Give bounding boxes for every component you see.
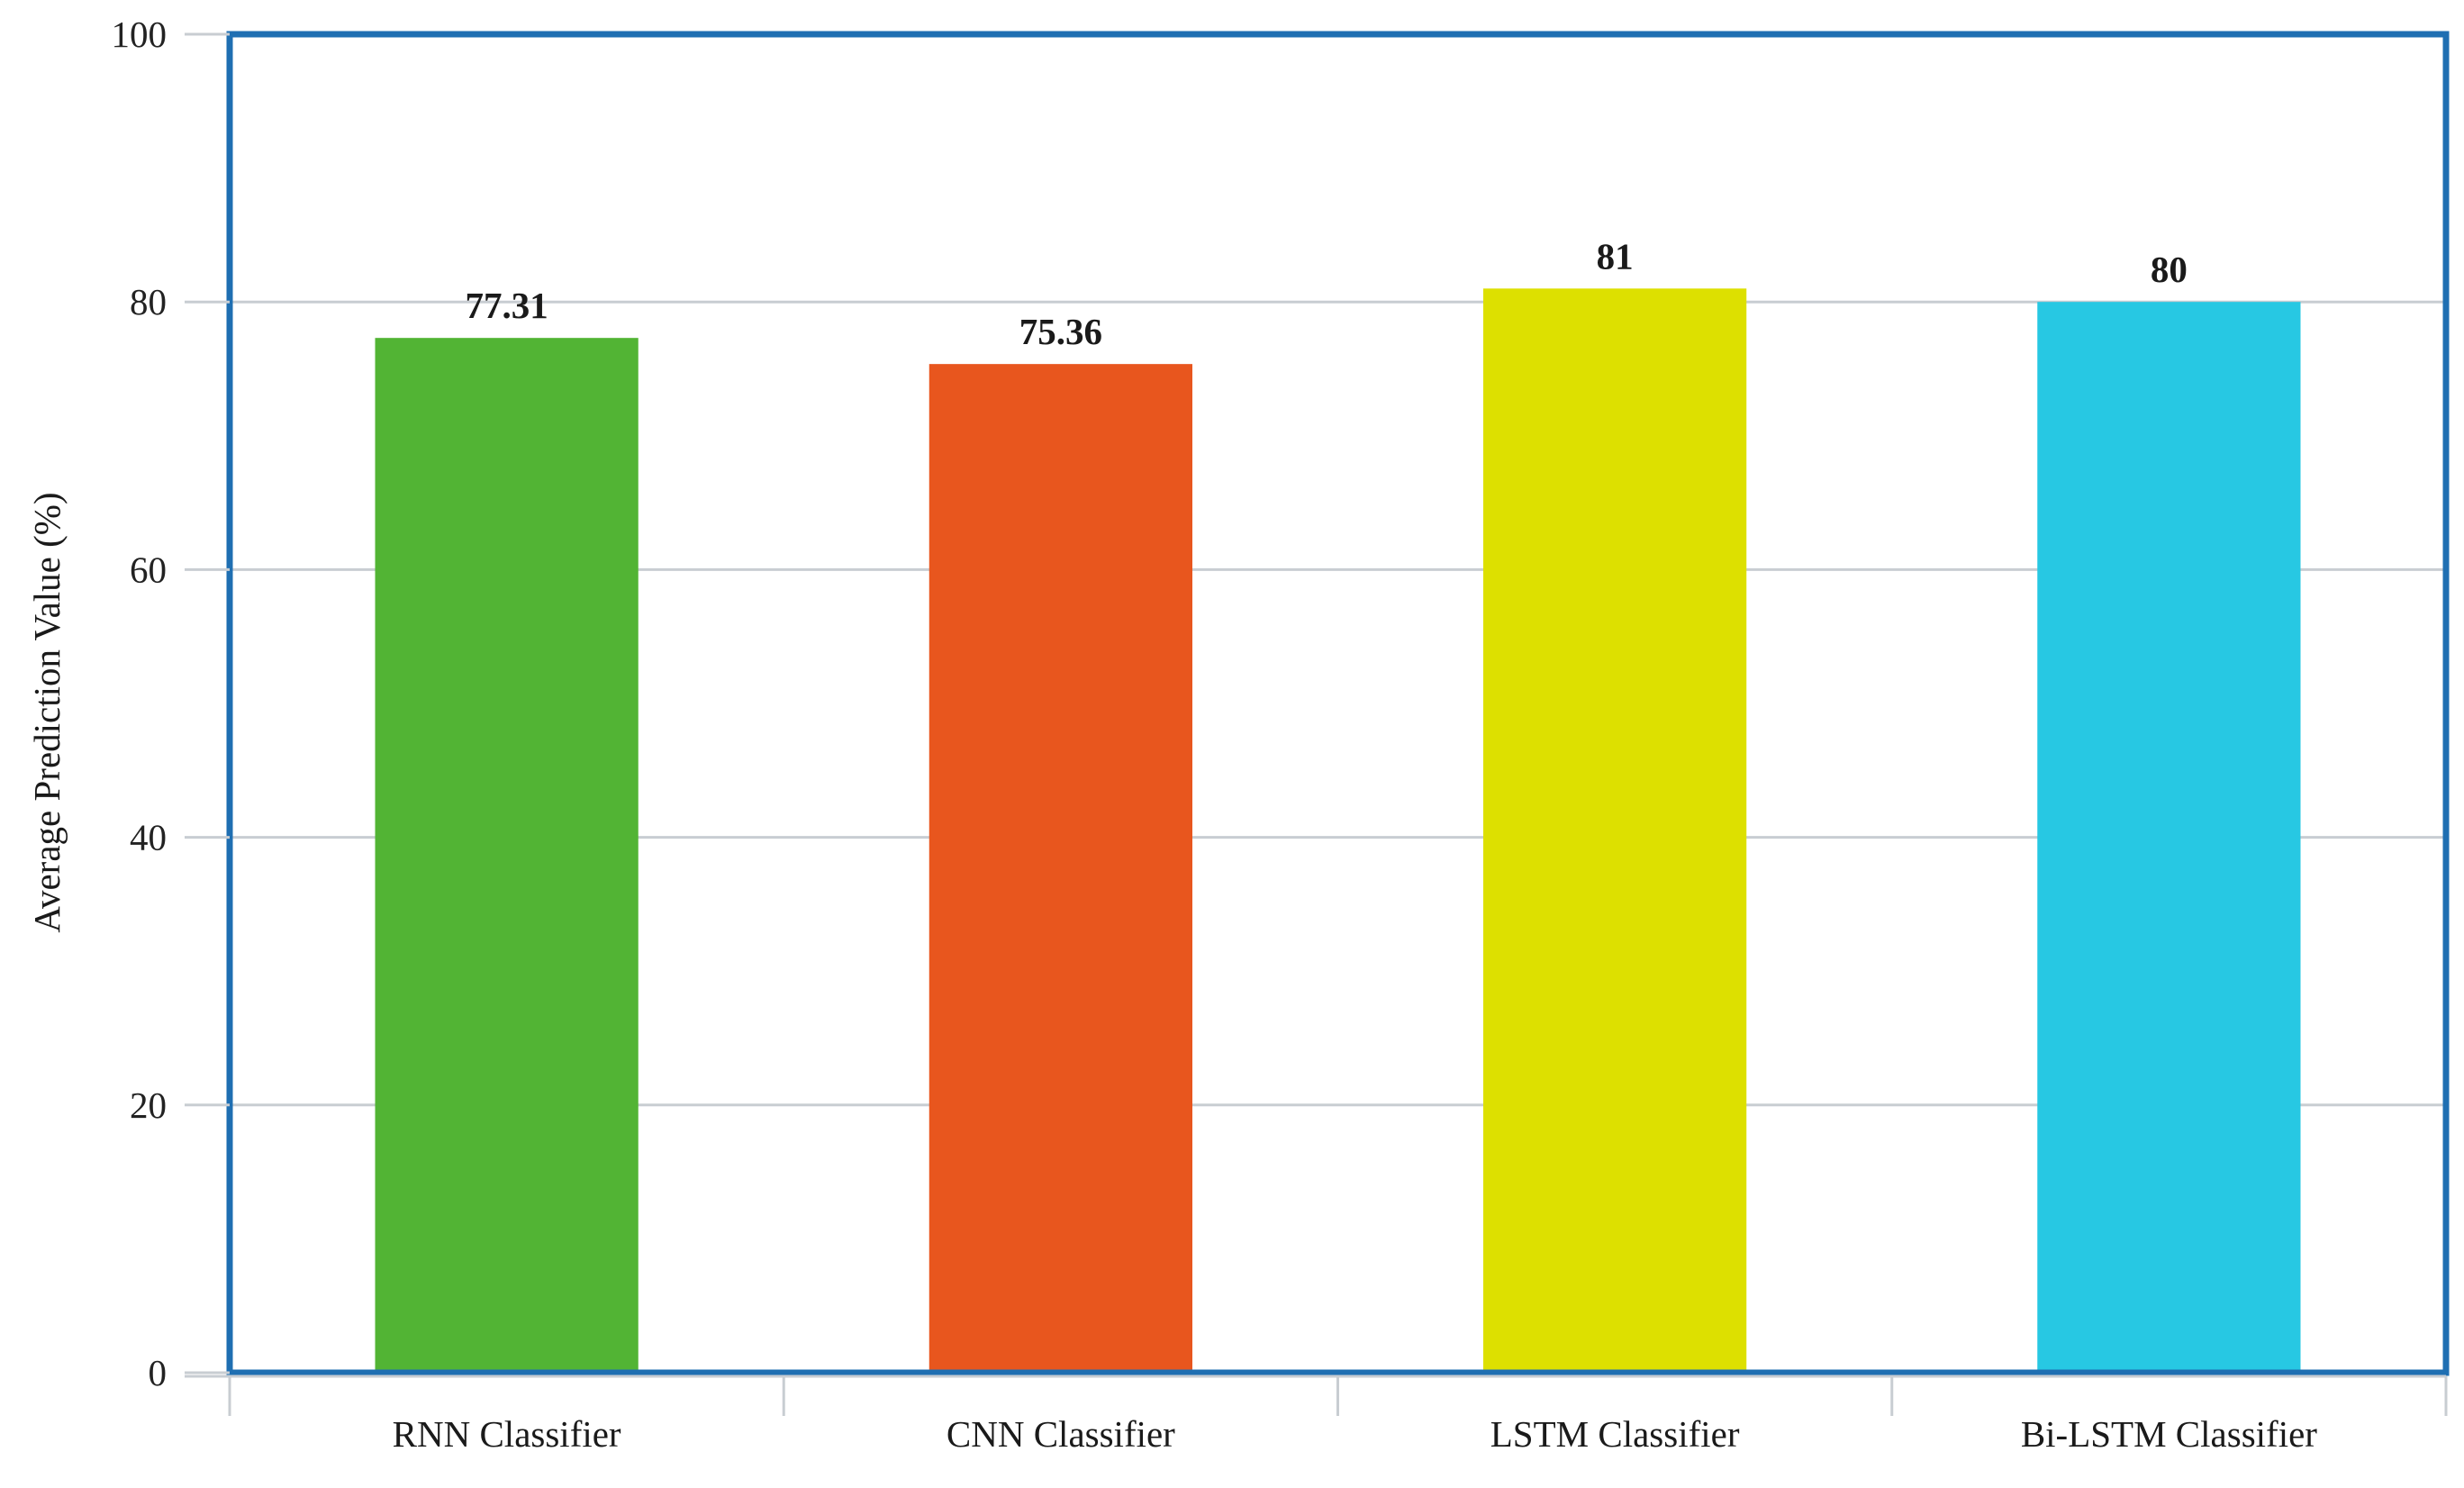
y-axis-title: Average Prediction Value (%) [26,492,68,932]
value-label-1: 75.36 [1019,311,1102,352]
bar-cnn-classifier [929,364,1192,1373]
y-tick-label-80: 80 [130,281,167,322]
y-tick-label-0: 0 [149,1352,168,1393]
plot-frame [226,31,2450,1376]
axes [185,32,2448,1416]
x-tick-label-2: LSTM Classifier [1490,1413,1740,1455]
value-label-3: 80 [2151,249,2188,290]
bar-rnn-classifier [375,338,639,1374]
x-tick-label-1: CNN Classifier [947,1413,1175,1455]
x-tick-label-3: Bi-LSTM Classifier [2021,1413,2317,1455]
value-label-0: 77.31 [466,285,548,326]
bars [375,288,2301,1374]
bar-bi-lstm-classifier [2037,302,2301,1374]
y-tick-label-40: 40 [130,817,167,858]
y-tick-label-60: 60 [130,549,167,590]
labels: 0 20 40 60 80 100 77.31 RNN Classifier 75.36 CNN … [112,14,2318,1455]
y-tick-label-100: 100 [112,14,168,55]
x-tick-label-0: RNN Classifier [393,1413,621,1455]
y-tick-label-20: 20 [130,1084,167,1126]
value-label-2: 81 [1597,235,1634,277]
bar-lstm-classifier [1483,288,1747,1374]
